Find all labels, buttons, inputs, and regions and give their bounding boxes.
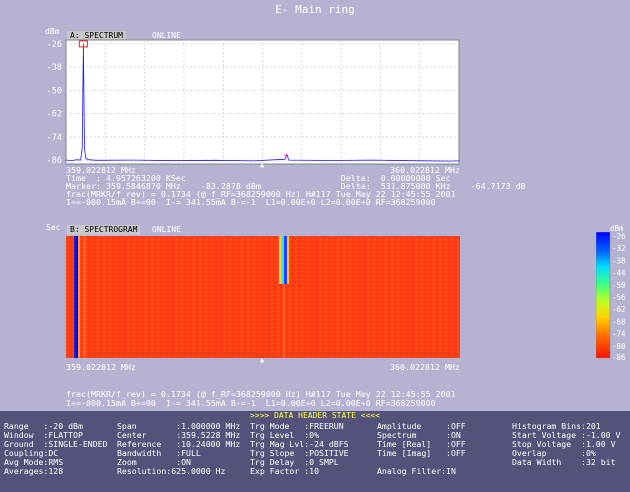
spectrogram-tab[interactable]: B: SPECTROGRAM	[67, 225, 140, 235]
spectrum-ytick-label: -86	[47, 156, 62, 166]
footer-field: Time [Imag] :OFF	[377, 449, 466, 458]
spectrogram-image[interactable]	[66, 236, 460, 358]
spectrum-center-tick: ▲	[260, 161, 264, 169]
spectrogram-xmax-label: 360.022812 MHz	[390, 363, 460, 372]
spectrogram-band-mid-cyan	[281, 236, 284, 284]
spectrum-ytick-label: -50	[47, 86, 62, 96]
colorbar-tick-label: -68	[612, 317, 626, 326]
footer-col-display: Amplitude :OFF Spectrum :ON Time [Real] :O…	[377, 422, 466, 475]
spectrum-ytick-label: -26	[47, 40, 62, 50]
footer-col-frequency: Span :1.000000 MHz Center :359.5228 MHz Re…	[117, 422, 240, 475]
spectrogram-band-faint	[83, 236, 86, 358]
spectrum-delta-marker: +	[284, 151, 289, 160]
footer-field: Exp Factor :10	[250, 467, 349, 476]
footer-field: Resolution:625.0000 Hz	[117, 467, 240, 476]
spectrogram-band-mid-blue	[284, 236, 287, 284]
colorbar-tick-label: -80	[612, 342, 626, 351]
colorbar-tick-label: -32	[612, 244, 626, 253]
spectrum-ytick-label: -38	[47, 63, 62, 73]
colorbar-tick-label: -26	[612, 232, 626, 241]
footer-col-trigger: Trg Mode :FREERUN Trg Level :0% Trg Mag Lv…	[250, 422, 349, 475]
spectrogram-status: ONLINE	[152, 225, 181, 235]
colorbar-tick-label: -74	[612, 330, 626, 339]
spectrogram-band-mid-tail	[287, 236, 289, 284]
colorbar-tick-label: -86	[612, 353, 626, 362]
spectrogram-marker-line	[219, 236, 220, 358]
footer-field: Averages:128	[4, 467, 108, 476]
spectrogram-axis-label: Sec	[46, 223, 60, 232]
footer-field: Analog Filter:IN	[377, 467, 466, 476]
data-header-title: >>>> DATA HEADER STATE <<<<	[0, 411, 630, 420]
spectrum-info-beam: I+=-000.15mA B+=00 I-= 341.55mA B-=-1 L1…	[66, 198, 436, 207]
spectrogram-band-peak-halo	[78, 236, 80, 358]
spectrogram-center-tick: ▲	[260, 356, 264, 364]
colorbar-tick-label: -38	[612, 256, 626, 265]
spectrum-ytick-label: -74	[47, 133, 62, 143]
footer-col-histogram: Histogram Bins:201 Start Voltage :-1.00 V…	[512, 422, 620, 475]
spectrogram-xmin-label: 359.022812 MHz	[66, 363, 136, 372]
spectrogram-band-mid-halo	[279, 236, 281, 284]
colorbar: -26 -32 -38 -44 -50 -56 -62 -68 -74 -80 -86	[596, 232, 630, 362]
data-header-state-panel: >>>> DATA HEADER STATE <<<< Range :-20 d…	[0, 411, 630, 492]
spectrogram-band-mid-low	[283, 284, 285, 358]
footer-col-acquisition: Range :-20 dBm Window :FLATTOP Ground :SIN…	[4, 422, 108, 475]
spectrogram-band-peak	[76, 236, 78, 358]
spectrogram-background	[66, 236, 460, 358]
colorbar-tick-label: -56	[612, 293, 626, 302]
spectrogram-info-beam: I+=-000.15mA B+=00 I-= 341.55mA B-=-1 L1…	[66, 399, 436, 408]
colorbar-gradient	[596, 232, 610, 358]
footer-field	[512, 467, 620, 476]
spectrum-ytick-label: -62	[47, 110, 62, 120]
colorbar-tick-label: -44	[612, 269, 626, 278]
colorbar-tick-label: -62	[612, 305, 626, 314]
colorbar-tick-label: -50	[612, 281, 626, 290]
footer-field: Data Width :32 bit	[512, 458, 620, 467]
spectrogram-band-peak-left	[74, 236, 76, 358]
